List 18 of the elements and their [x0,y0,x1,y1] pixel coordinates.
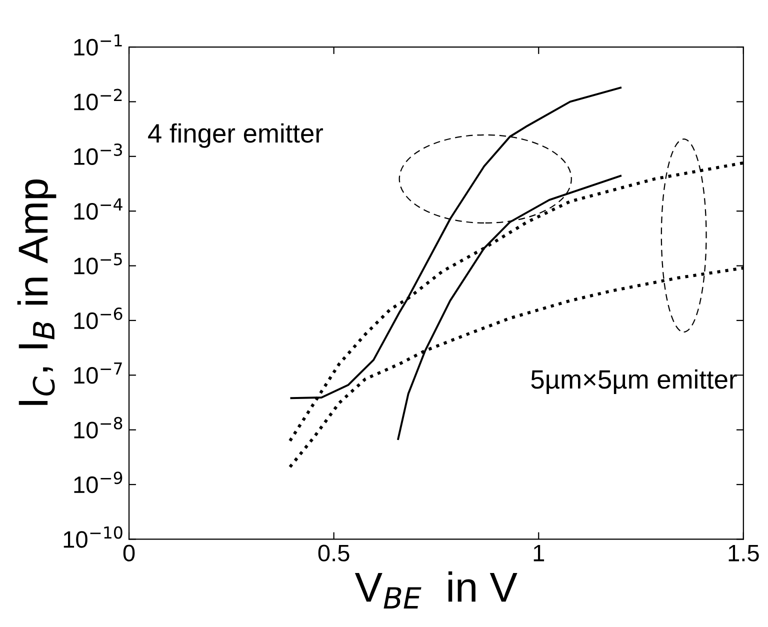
y-tick-label: 10$^{−8}$ [74,416,122,438]
x-tick-label: 1.5 [728,544,759,562]
x-tick-label: 1 [534,544,544,562]
y-tick-label: 10$^{−9}$ [74,472,122,494]
y-tick-label: 10$^{−4}$ [74,198,122,220]
annotation: 5µm×5µm emitter [531,369,737,394]
x-axis-title: V$_{BE}$ in V [354,571,518,608]
y-tick-label: 10$^{−3}$ [74,143,122,166]
y-tick-label: 10$^{−10}$ [64,526,122,548]
y-tick-label: 10$^{−7}$ [74,362,122,384]
y-tick-label: 10$^{−5}$ [74,253,122,274]
x-tick-label: 0 [123,544,135,562]
y-axis-title: I$_{C}$, I$_{B}$ in Amp [17,179,56,405]
y-tick-label: 10$^{−6}$ [74,308,122,330]
annotation: 4 finger emitter [148,123,324,148]
x-tick-label: 0.5 [318,544,350,562]
y-tick-label: 10$^{−1}$ [74,34,122,56]
y-tick-label: 10$^{−2}$ [74,88,122,110]
